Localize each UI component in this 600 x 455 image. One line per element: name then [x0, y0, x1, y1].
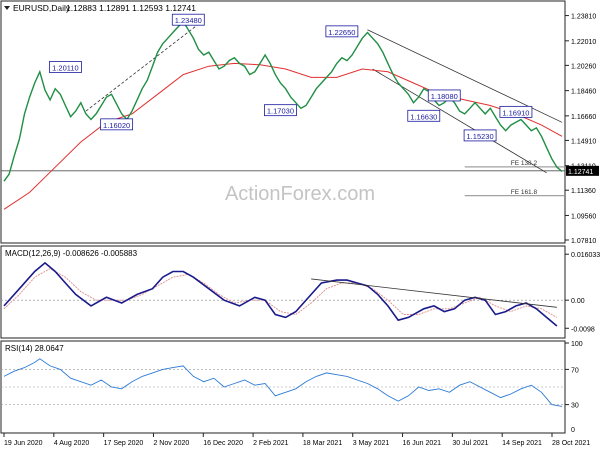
price-label-box [407, 109, 441, 122]
price-label-box [171, 13, 205, 26]
price-label-box [427, 89, 461, 102]
price-line [3, 20, 563, 182]
x-tick-label: 3 May 2021 [353, 440, 390, 447]
main-labels: 1.20110 1.16020 1.23480 1.17030 1.22650 1.180… [49, 13, 533, 142]
rsi-y-tick-label: 30 [571, 403, 579, 410]
price-label: 1.23480 [175, 16, 202, 25]
price-label: 1.16020 [103, 121, 130, 130]
main-y-tick-label: 1.18460 [571, 89, 596, 96]
price-label-box [264, 104, 297, 117]
x-tick-label: 17 Sep 2020 [104, 440, 144, 447]
x-tick-label: 19 Jun 2020 [4, 440, 43, 447]
x-tick-label: 14 Sep 2021 [502, 440, 542, 447]
macd-signal-line [3, 268, 558, 318]
price-label-box [463, 129, 497, 142]
rsi-series [3, 358, 563, 407]
rsi-y-tick-label: 70 [571, 367, 579, 374]
price-label: 1.15230 [467, 132, 494, 141]
main-y-tick-label: 1.11360 [571, 188, 596, 195]
price-label-box [49, 61, 82, 73]
rsi-y-axis: 100 70 30 0 [565, 341, 583, 434]
x-axis: 19 Jun 2020 4 Aug 2020 17 Sep 2020 2 Nov 20… [3, 433, 590, 447]
rsi-line [3, 358, 563, 407]
rsi-label: RSI(14) 28.0647 [5, 344, 64, 353]
fib-label: FE 161.8 [511, 189, 538, 196]
fib-label: FE 138.2 [511, 160, 538, 167]
main-y-tick-label: 1.20260 [571, 63, 596, 70]
main-y-tick-label: 1.16660 [571, 114, 596, 121]
x-tick-label: 4 Aug 2020 [54, 440, 90, 447]
price-label: 1.20110 [52, 63, 79, 72]
macd-label: MACD(12,26,9) -0.008626 -0.005883 [5, 249, 138, 258]
macd-y-tick-label: 0.016033 [571, 252, 600, 259]
watermark: ActionForex.com [225, 183, 375, 205]
rsi-panel-frame [0, 340, 566, 434]
macd-panel-frame [0, 245, 566, 339]
main-y-tick-label: 1.23810 [571, 14, 596, 21]
price-label-box [325, 25, 359, 38]
macd-series [3, 261, 558, 327]
main-panel-frame [0, 0, 566, 244]
x-tick-label: 18 Mar 2021 [303, 440, 342, 447]
rsi-y-tick-label: 0 [571, 427, 575, 434]
ohlc-values: 1.12883 1.12891 1.12593 1.12741 [66, 3, 196, 13]
x-tick-label: 2 Nov 2020 [153, 440, 189, 447]
macd-y-tick-label: 0.00 [571, 298, 585, 305]
collapse-triangle-icon[interactable] [4, 6, 10, 10]
price-label: 1.17030 [267, 107, 294, 116]
price-label: 1.22650 [328, 28, 355, 37]
main-y-tick-label: 1.14910 [571, 138, 596, 145]
x-tick-label: 16 Dec 2020 [203, 440, 243, 447]
main-y-tick-label: 1.09560 [571, 213, 596, 220]
chart-title: EURUSD,Daily [13, 3, 71, 13]
main-y-axis: 1.23810 1.22010 1.20260 1.18460 1.16660 1.149… [565, 14, 599, 245]
dashed-trendline [85, 23, 199, 112]
main-y-tick-label: 1.07810 [571, 238, 596, 245]
x-tick-label: 30 Jul 2021 [452, 440, 488, 447]
price-label: 1.16910 [502, 108, 529, 117]
current-price-label: 1.12741 [568, 169, 593, 176]
price-label-box [100, 118, 134, 131]
macd-y-axis: 0.016033 0.00 -0.0098 [565, 252, 600, 333]
price-label-box [499, 105, 533, 118]
main-y-tick-label: 1.22010 [571, 39, 596, 46]
macd-trendline [311, 278, 557, 308]
x-tick-label: 28 Oct 2021 [552, 440, 590, 447]
current-price-box [566, 165, 599, 176]
main-series [3, 20, 563, 210]
price-label: 1.16630 [410, 112, 437, 121]
sma-line [3, 62, 563, 210]
x-tick-label: 16 Jun 2021 [403, 440, 442, 447]
x-tick-label: 2 Feb 2021 [253, 440, 289, 447]
rsi-y-tick-label: 100 [571, 341, 583, 348]
price-label: 1.18080 [431, 92, 458, 101]
macd-y-tick-label: -0.0098 [571, 326, 595, 333]
